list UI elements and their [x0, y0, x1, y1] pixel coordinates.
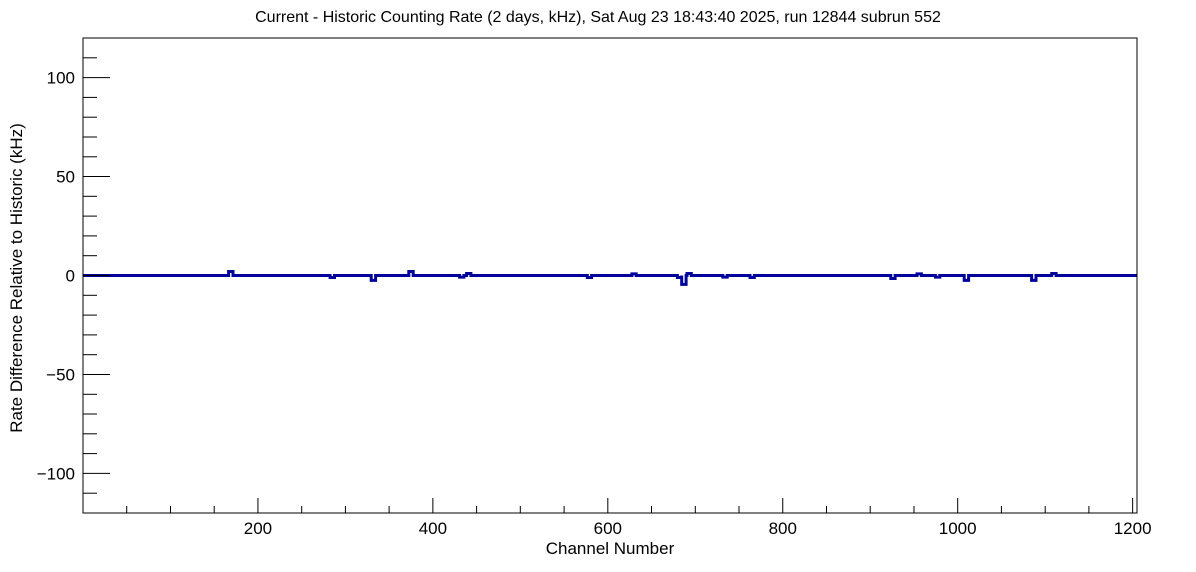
series-line — [83, 270, 1137, 286]
y-tick-label: −50 — [46, 365, 75, 384]
x-tick-label: 1000 — [939, 519, 977, 538]
x-tick-label: 400 — [419, 519, 447, 538]
x-tick-label: 1200 — [1114, 519, 1152, 538]
y-tick-label: 50 — [56, 168, 75, 187]
y-tick-label: 100 — [47, 69, 75, 88]
y-tick-label: −100 — [37, 464, 75, 483]
x-tick-label: 600 — [594, 519, 622, 538]
x-tick-label: 800 — [769, 519, 797, 538]
x-tick-label: 200 — [244, 519, 272, 538]
x-axis-label: Channel Number — [545, 539, 675, 558]
chart-title: Current - Historic Counting Rate (2 days… — [255, 9, 941, 26]
y-tick-label: 0 — [66, 267, 75, 286]
